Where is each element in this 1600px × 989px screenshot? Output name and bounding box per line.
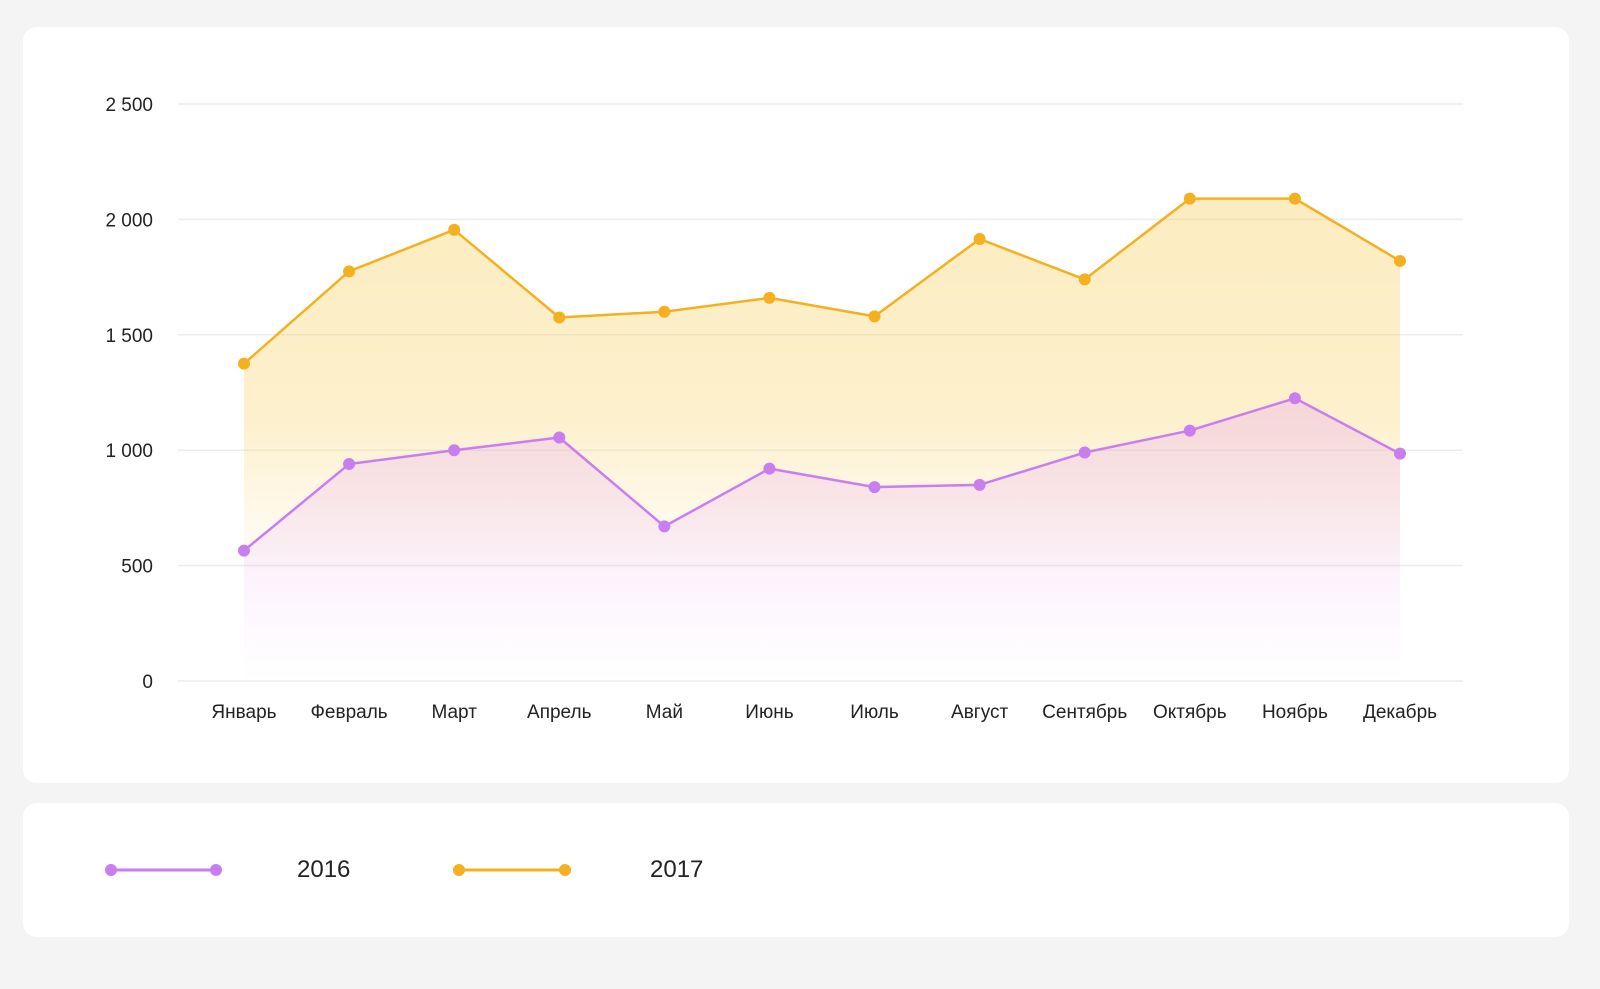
y-tick-label: 1 500 (105, 326, 153, 347)
y-tick-label: 0 (142, 672, 153, 693)
point-2016 (343, 458, 356, 471)
point-2017 (868, 310, 881, 323)
chart-card: 0 500 1 000 1 500 2 000 2 500 Январь Февраль Ма… (23, 27, 1569, 783)
legend-item-2017: 2017 (451, 803, 703, 937)
point-2017 (448, 223, 461, 236)
point-2017 (1078, 273, 1091, 286)
x-tick-label: Июль (850, 702, 899, 723)
point-2016 (553, 431, 566, 444)
point-2017 (1288, 192, 1301, 205)
y-tick-label: 2 500 (105, 95, 153, 116)
x-axis-ticks: Январь Февраль Март Апрель Май Июнь Июль Август… (211, 702, 1437, 723)
y-tick-label: 2 000 (105, 210, 153, 231)
x-tick-label: Август (951, 702, 1008, 723)
point-2016 (658, 520, 671, 533)
line-2017 (243, 197, 1401, 365)
point-2017 (658, 305, 671, 318)
area-chart: 0 500 1 000 1 500 2 000 2 500 Январь Февраль Ма… (105, 95, 1463, 723)
x-tick-label: Октябрь (1153, 702, 1227, 723)
legend-swatch-2017 (453, 864, 571, 876)
line-2016 (243, 397, 1401, 552)
series-areas (244, 198, 1400, 682)
legend-item-2016: 2016 (103, 803, 350, 937)
series-points (238, 192, 1406, 557)
point-2017 (1394, 254, 1406, 267)
x-tick-label: Сентябрь (1042, 702, 1127, 723)
point-2017 (763, 291, 776, 304)
point-2016 (1288, 392, 1301, 405)
series-lines (243, 197, 1401, 552)
legend: 2016 2017 (23, 803, 1569, 937)
point-2017 (553, 311, 566, 324)
point-2016 (763, 462, 776, 475)
point-2017 (1183, 192, 1196, 205)
point-2016 (238, 544, 250, 557)
y-tick-label: 500 (121, 557, 153, 578)
x-tick-label: Январь (211, 702, 276, 723)
x-tick-label: Апрель (527, 702, 592, 723)
point-2017 (238, 357, 250, 370)
point-2016 (448, 444, 461, 457)
point-2016 (868, 481, 881, 494)
point-2016 (973, 478, 986, 491)
point-2016 (1183, 424, 1196, 437)
x-tick-label: Март (431, 702, 477, 723)
x-tick-label: Май (646, 702, 683, 723)
legend-label-2016: 2016 (297, 856, 351, 883)
point-2017 (343, 265, 356, 278)
legend-swatch-2016 (105, 864, 222, 876)
y-axis-ticks: 0 500 1 000 1 500 2 000 2 500 (105, 95, 153, 693)
x-tick-label: Ноябрь (1262, 702, 1328, 723)
legend-label-2017: 2017 (650, 856, 704, 883)
point-2016 (1078, 446, 1091, 459)
point-2017 (973, 233, 986, 246)
point-2016 (1394, 447, 1406, 460)
x-tick-label: Декабрь (1363, 702, 1437, 723)
y-tick-label: 1 000 (105, 441, 153, 462)
x-tick-label: Февраль (310, 702, 387, 723)
x-tick-label: Июнь (745, 702, 793, 723)
area-2016 (244, 398, 1400, 681)
